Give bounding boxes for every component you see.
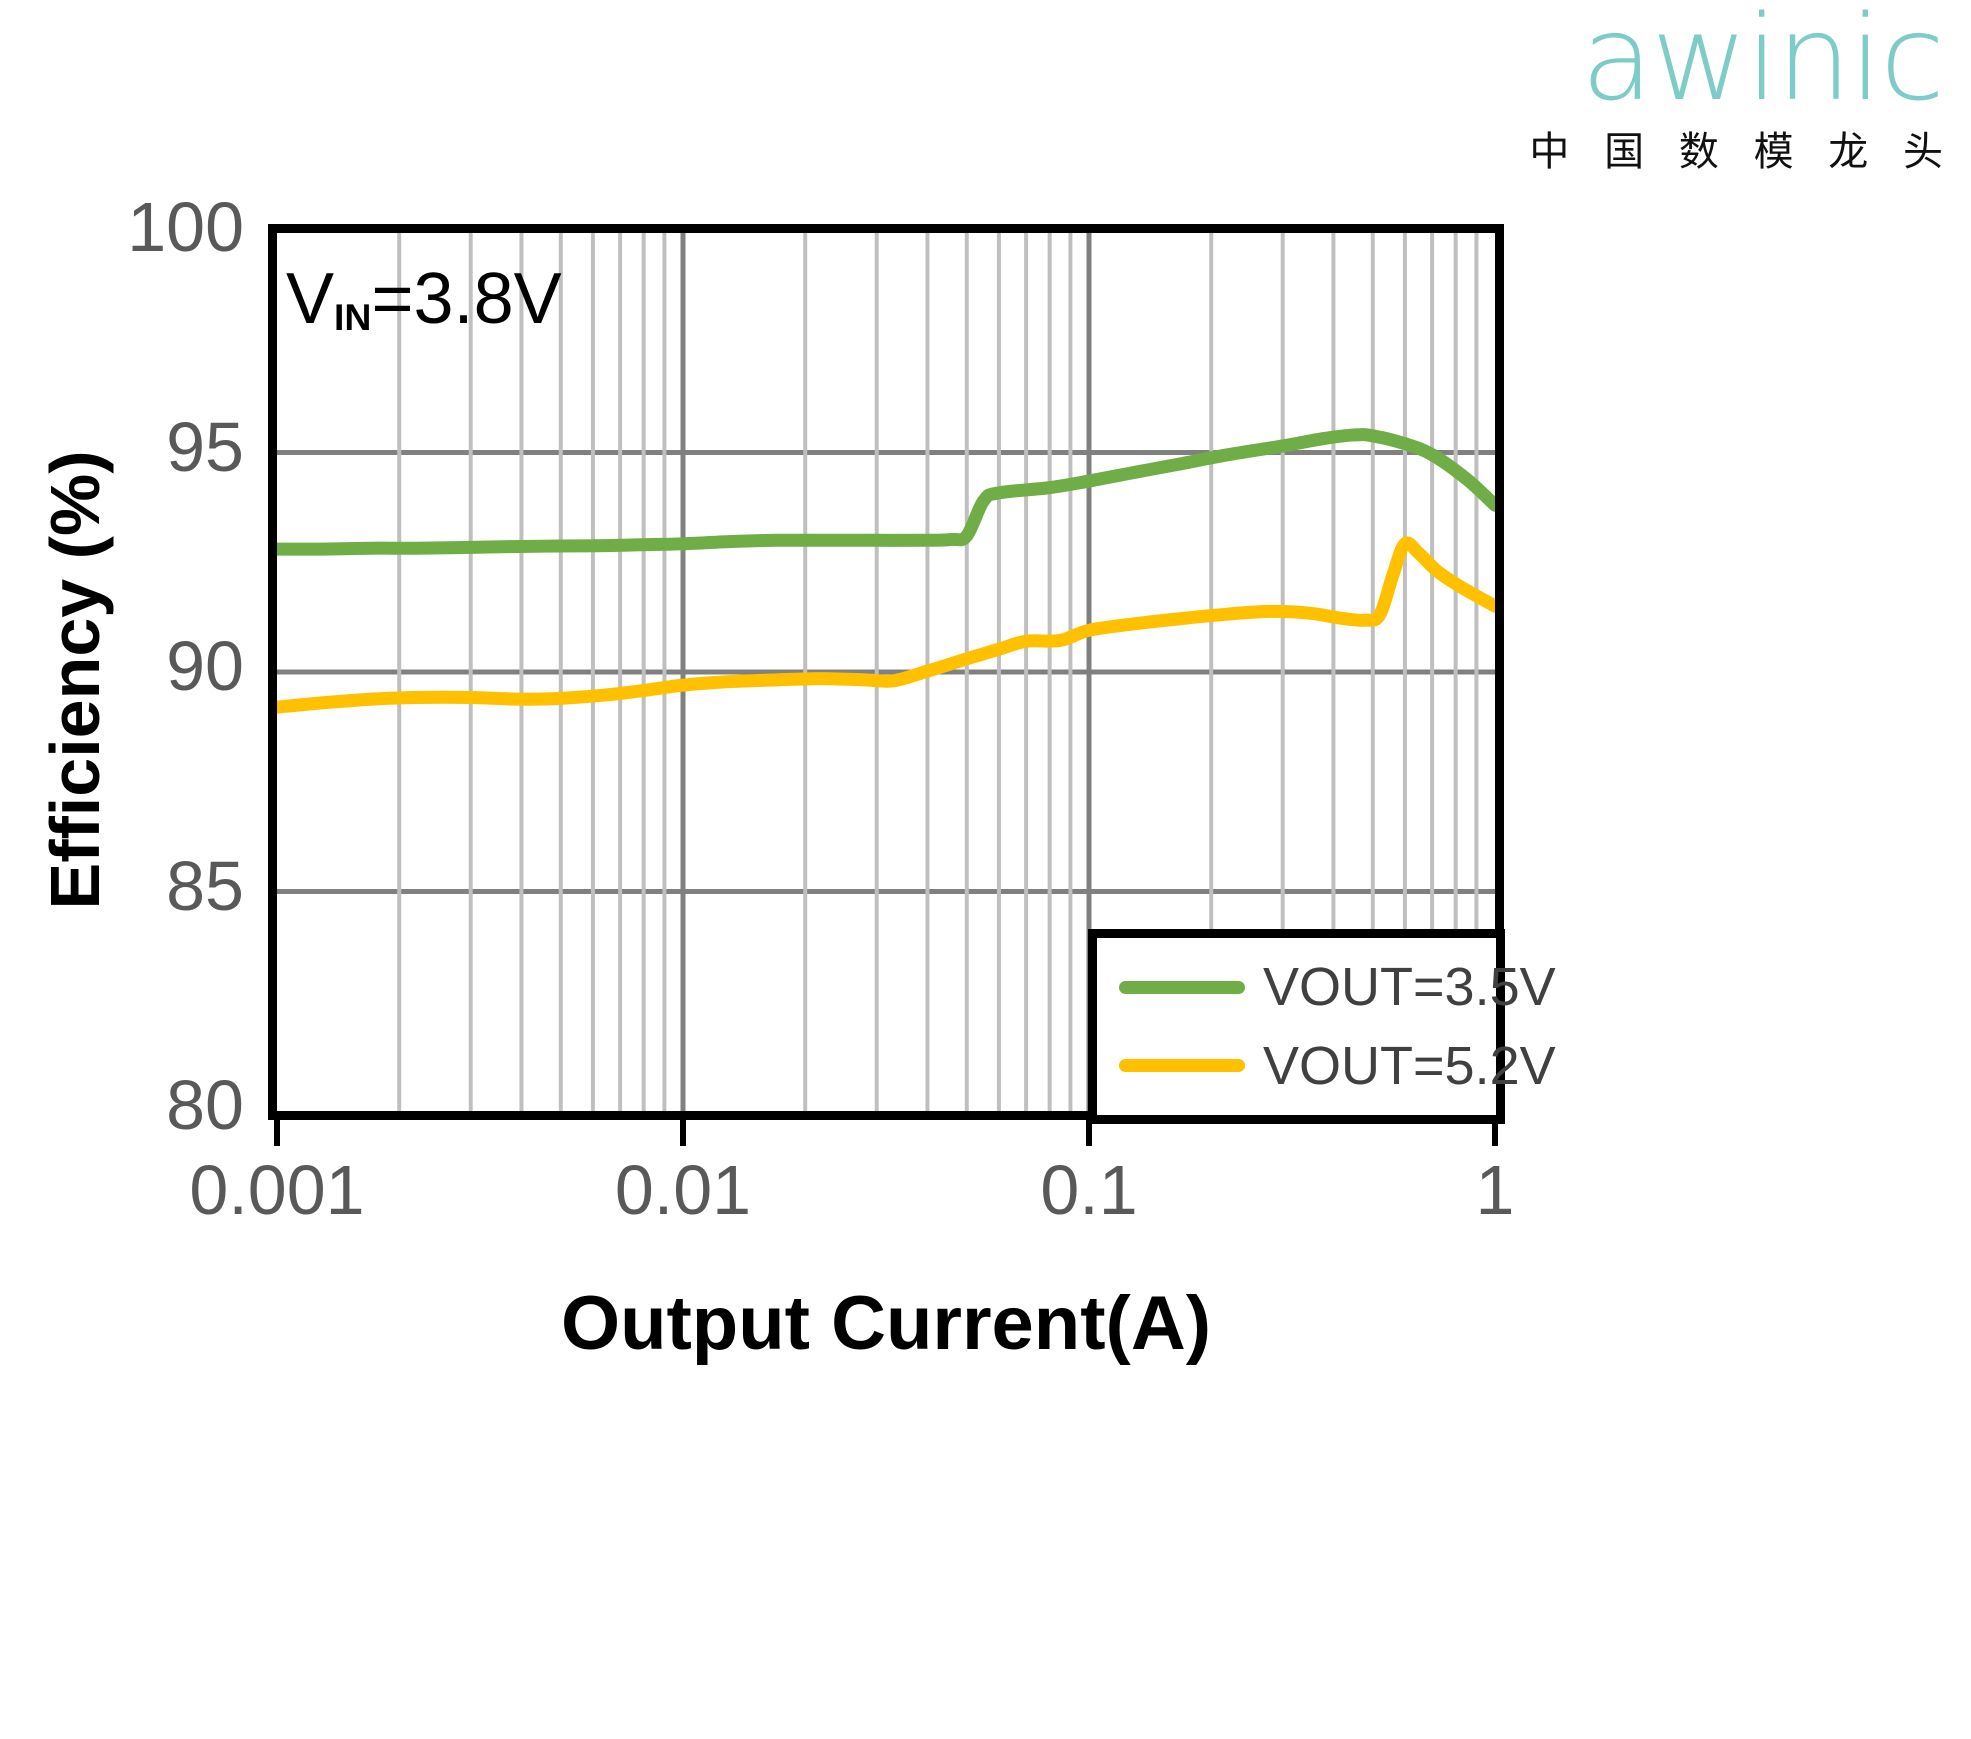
x-axis-tick-0.001: 0.001 <box>189 1151 365 1229</box>
y-axis-tick-90: 90 <box>166 627 244 705</box>
x-axis-tick-1: 1 <box>1475 1151 1515 1229</box>
data-series-lines <box>277 428 1495 714</box>
legend-swatch-icon <box>1119 980 1245 994</box>
brand-tagline: 中 国 数 模 龙 头 <box>1529 128 1954 175</box>
y-axis-tick-95: 95 <box>166 407 244 486</box>
x-axis-title: Output Current(A) <box>560 1281 1212 1366</box>
vin-annotation-v: V <box>286 259 335 339</box>
vin-annotation: VIN=3.8V <box>286 258 562 340</box>
y-axis-tick-100: 100 <box>127 188 244 266</box>
y-axis-tick-85: 85 <box>166 846 244 925</box>
legend-label: VOUT=3.5V <box>1263 957 1556 1018</box>
brand-wordmark: awinic <box>1580 0 1945 127</box>
legend-label: VOUT=5.2V <box>1263 1035 1556 1096</box>
vin-annotation-subscript: IN <box>334 295 372 338</box>
legend-item-1[interactable]: VOUT=5.2V <box>1097 1035 1556 1097</box>
brand-logo: awinic 中 国 数 模 龙 头 <box>1529 0 1945 177</box>
legend-item-0[interactable]: VOUT=3.5V <box>1097 956 1556 1018</box>
x-axis-tick-0.1: 0.1 <box>1040 1151 1138 1229</box>
legend-swatch-icon <box>1119 1059 1245 1073</box>
vin-annotation-value: =3.8V <box>371 259 562 339</box>
y-axis-tick-80: 80 <box>166 1066 244 1144</box>
x-axis-tick-0.01: 0.01 <box>614 1151 752 1229</box>
chart-legend: VOUT=3.5V VOUT=5.2V <box>1088 929 1556 1124</box>
x-axis-ticks <box>274 1120 1498 1146</box>
